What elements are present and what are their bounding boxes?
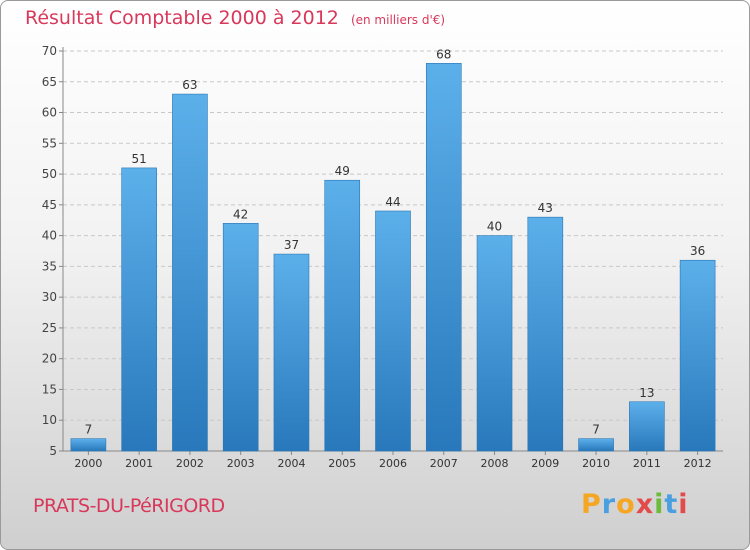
- y-tick-label: 20: [42, 352, 57, 366]
- data-label: 51: [132, 152, 147, 166]
- bar: [172, 93, 208, 452]
- y-tick-label: 55: [42, 136, 57, 150]
- data-label: 43: [538, 201, 553, 215]
- data-label: 37: [284, 238, 299, 252]
- x-tick-label: 2010: [582, 457, 610, 470]
- x-tick-label: 2009: [531, 457, 559, 470]
- chart-subtitle: (en milliers d'€): [350, 13, 446, 27]
- brand-logo: Proxiti: [581, 489, 689, 520]
- data-label: 68: [436, 47, 451, 61]
- data-label: 40: [487, 220, 502, 234]
- x-tick-label: 2005: [328, 457, 356, 470]
- bar: [273, 253, 310, 452]
- y-tick-label: 70: [42, 44, 57, 58]
- bar: [375, 210, 411, 452]
- chart-title: Résultat Comptable 2000 à 2012 (en milli…: [25, 7, 445, 29]
- bar: [222, 223, 259, 452]
- x-tick-label: 2006: [379, 457, 407, 470]
- bar-layer: [70, 63, 716, 452]
- x-tick-label: 2011: [633, 457, 661, 470]
- x-tick-label: 2008: [481, 457, 509, 470]
- y-tick-label: 10: [42, 413, 57, 427]
- bar: [629, 401, 665, 452]
- bar: [324, 179, 361, 452]
- bar: [476, 235, 513, 452]
- y-tick-label: 35: [42, 259, 57, 273]
- y-tick-label: 45: [42, 198, 57, 212]
- data-label: 36: [690, 244, 705, 258]
- y-tick-label: 5: [49, 444, 57, 458]
- data-label: 13: [639, 386, 654, 400]
- x-tick-label: 2004: [277, 457, 305, 470]
- y-tick-label: 15: [42, 382, 57, 396]
- chart-title-text: Résultat Comptable 2000 à 2012: [25, 7, 339, 29]
- x-tick-label: 2012: [684, 457, 712, 470]
- y-tick-label: 30: [42, 290, 57, 304]
- bar: [70, 438, 107, 452]
- x-tick-label: 2007: [430, 457, 458, 470]
- bar: [121, 167, 157, 452]
- y-tick-label: 60: [42, 106, 57, 120]
- data-label: 44: [385, 195, 400, 209]
- bar: [578, 438, 614, 452]
- label-layer: 7 51 63 42 37 49 44 68 40 43 7 13 36: [85, 47, 706, 436]
- x-tick-label: 2001: [125, 457, 153, 470]
- y-tick-label: 40: [42, 229, 57, 243]
- data-label: 49: [335, 164, 350, 178]
- data-label: 7: [85, 423, 93, 437]
- y-tick-label: 50: [42, 167, 57, 181]
- x-tick-label: 2000: [74, 457, 102, 470]
- bar: [527, 216, 564, 452]
- y-tick-label: 25: [42, 321, 57, 335]
- bar: [425, 63, 462, 452]
- x-tick-label: 2003: [227, 457, 255, 470]
- y-tick-label: 65: [42, 75, 57, 89]
- data-label: 42: [233, 207, 248, 221]
- data-label: 7: [592, 423, 600, 437]
- x-tick-label: 2002: [176, 457, 204, 470]
- city-name: PRATS-DU-PéRIGORD: [33, 495, 225, 517]
- data-label: 63: [182, 78, 197, 92]
- bar: [679, 259, 716, 452]
